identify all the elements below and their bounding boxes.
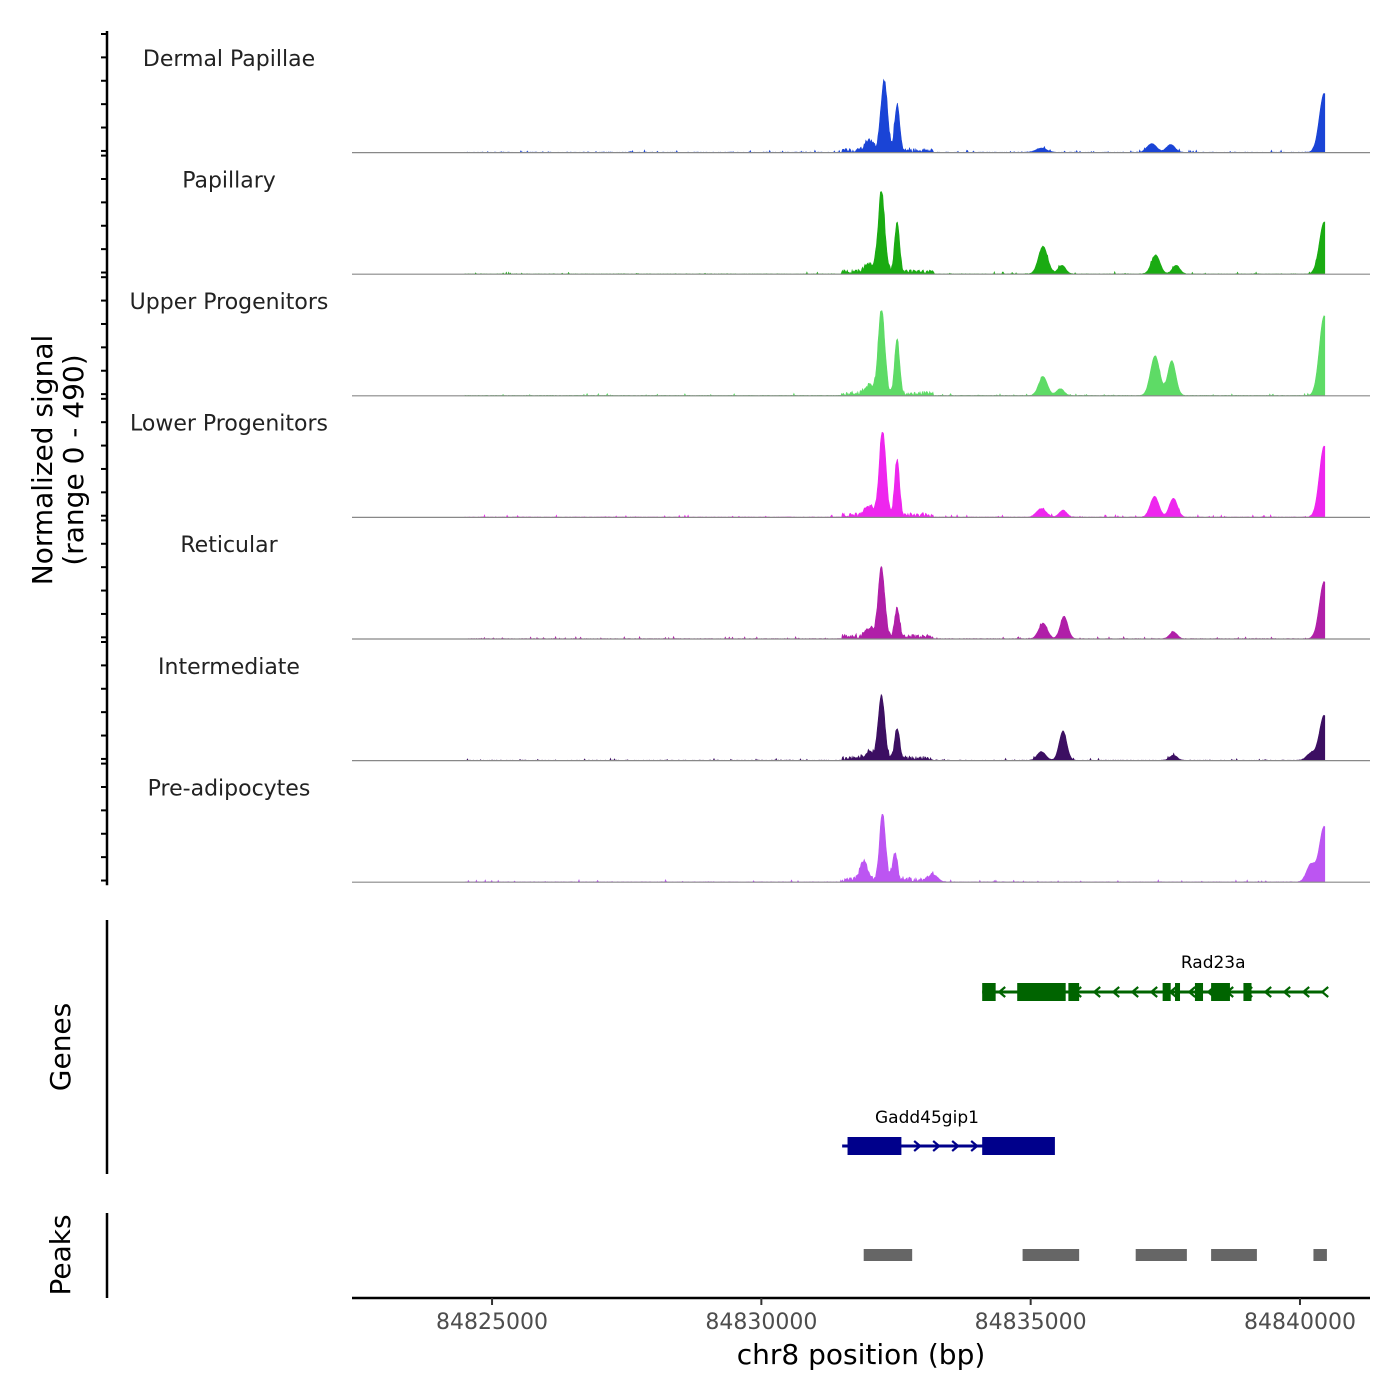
strand-arrow bbox=[970, 1140, 979, 1152]
strand-arrow bbox=[1282, 986, 1291, 998]
signal-area bbox=[464, 191, 1326, 275]
strand-arrow bbox=[1320, 986, 1329, 998]
exon bbox=[1162, 983, 1171, 1001]
signal-area bbox=[464, 813, 1326, 883]
peaks-panel-title: Peaks bbox=[44, 1214, 77, 1295]
track-label: Lower Progenitors bbox=[130, 412, 328, 437]
peak-track bbox=[863, 1249, 1327, 1261]
y-axis-title: Normalized signal bbox=[26, 335, 59, 586]
signal-tracks: Dermal Papillae Papillary Upper Progenitor… bbox=[130, 47, 1370, 883]
strand-arrow bbox=[932, 1140, 941, 1152]
genes-panel-title: Genes bbox=[44, 1003, 77, 1091]
strand-arrow bbox=[913, 1140, 922, 1152]
track-intermediate: Intermediate bbox=[158, 655, 1370, 762]
peak-region bbox=[863, 1249, 913, 1261]
x-tick-label: 84830000 bbox=[705, 1310, 817, 1335]
strand-arrow bbox=[1263, 986, 1272, 998]
exon bbox=[847, 1137, 902, 1155]
track-label: Papillary bbox=[182, 168, 276, 193]
peak-region bbox=[1135, 1249, 1187, 1261]
track-papillary: Papillary bbox=[182, 168, 1370, 275]
exon bbox=[1017, 983, 1066, 1001]
exon bbox=[1068, 983, 1080, 1001]
signal-area bbox=[464, 78, 1326, 154]
strand-arrow bbox=[1130, 986, 1139, 998]
strand-arrow bbox=[1092, 986, 1101, 998]
x-axis-title: chr8 position (bp) bbox=[737, 1338, 986, 1371]
signal-area bbox=[464, 693, 1326, 762]
exon bbox=[982, 983, 996, 1001]
track-lower-progenitors: Lower Progenitors bbox=[130, 412, 1370, 519]
exon bbox=[1194, 983, 1204, 1001]
peak-region bbox=[1022, 1249, 1080, 1261]
track-dermal-papillae: Dermal Papillae bbox=[143, 47, 1370, 154]
track-upper-progenitors: Upper Progenitors bbox=[130, 290, 1370, 397]
signal-area bbox=[464, 310, 1326, 397]
strand-arrow bbox=[951, 1140, 960, 1152]
strand-arrow bbox=[997, 986, 1006, 998]
gene-name: Gadd45gip1 bbox=[875, 1108, 979, 1128]
exon bbox=[1243, 983, 1252, 1001]
signal-area bbox=[464, 565, 1326, 640]
strand-arrow bbox=[1187, 986, 1196, 998]
gene-track: Rad23a Gadd45gip1 bbox=[842, 953, 1329, 1155]
track-label: Reticular bbox=[180, 533, 278, 558]
exon bbox=[1175, 983, 1181, 1001]
strand-arrow bbox=[1111, 986, 1120, 998]
gene-rad23a: Rad23a bbox=[982, 953, 1329, 1001]
signal-axis bbox=[101, 31, 109, 886]
x-tick-label: 84840000 bbox=[1244, 1310, 1356, 1335]
y-axis-range: (range 0 - 490) bbox=[57, 354, 90, 565]
exon bbox=[982, 1137, 1055, 1155]
strand-arrow bbox=[1301, 986, 1310, 998]
x-tick-label: 84835000 bbox=[975, 1310, 1087, 1335]
track-label: Intermediate bbox=[158, 655, 300, 680]
x-axis-ticks: 84825000 84830000 84835000 84840000 bbox=[436, 1298, 1356, 1335]
strand-arrow bbox=[1149, 986, 1158, 998]
track-pre-adipocytes: Pre-adipocytes bbox=[148, 776, 1370, 883]
gene-gadd45gip1: Gadd45gip1 bbox=[842, 1108, 1055, 1155]
peak-region bbox=[1313, 1249, 1327, 1261]
exon bbox=[1211, 983, 1230, 1001]
track-label: Dermal Papillae bbox=[143, 47, 315, 72]
signal-area bbox=[464, 432, 1326, 518]
x-tick-label: 84825000 bbox=[436, 1310, 548, 1335]
track-label: Upper Progenitors bbox=[130, 290, 329, 315]
track-label: Pre-adipocytes bbox=[148, 776, 311, 801]
gene-name: Rad23a bbox=[1181, 953, 1246, 973]
peak-region bbox=[1211, 1249, 1257, 1261]
track-reticular: Reticular bbox=[180, 533, 1370, 640]
